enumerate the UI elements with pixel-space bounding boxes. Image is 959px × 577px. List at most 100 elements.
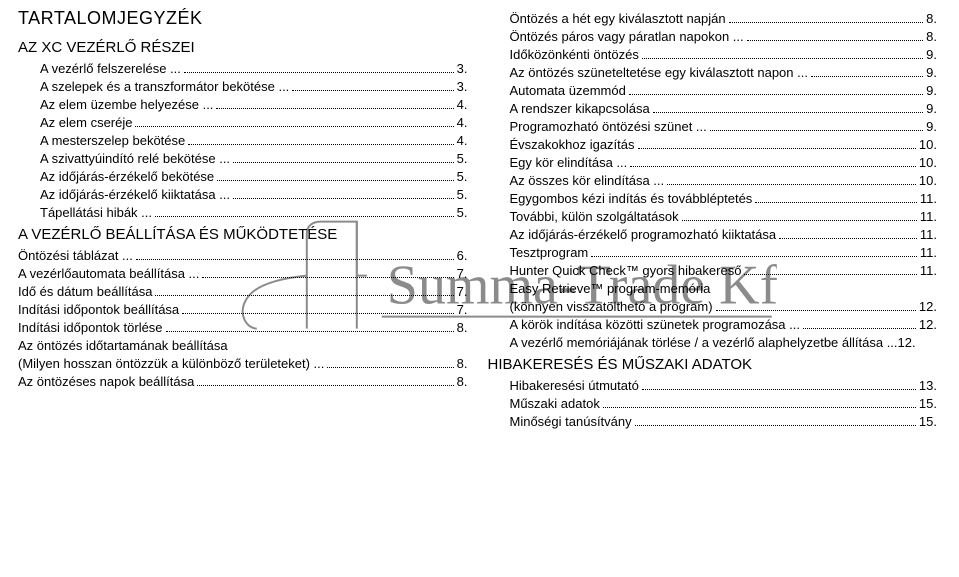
toc-page: 3. xyxy=(457,79,468,94)
toc-page: 5. xyxy=(457,169,468,184)
toc-entry: Az öntözés szüneteltetése egy kiválaszto… xyxy=(510,65,938,80)
toc-entry: Az elem cseréje 4. xyxy=(40,115,468,130)
toc-dots xyxy=(217,180,454,181)
toc-dots xyxy=(638,148,916,149)
toc-label: Az elem cseréje xyxy=(40,115,132,130)
toc-page: 11. xyxy=(920,209,937,224)
toc-label: A szivattyúindító relé bekötése ... xyxy=(40,151,230,166)
toc-label: Egy kör elindítása ... xyxy=(510,155,628,170)
toc-entry: Tesztprogram 11. xyxy=(510,245,938,260)
toc-page: 11. xyxy=(920,245,937,260)
toc-page: 7. xyxy=(457,266,468,281)
toc-page: 6. xyxy=(457,248,468,263)
toc-label: Tápellátási hibák ... xyxy=(40,205,152,220)
section-heading: AZ XC VEZÉRLŐ RÉSZEI xyxy=(18,39,468,56)
toc-entry: Öntözési táblázat ... 6. xyxy=(18,248,468,263)
toc-page: 5. xyxy=(457,205,468,220)
section-heading: A VEZÉRLŐ BEÁLLÍTÁSA ÉS MŰKÖDTETÉSE xyxy=(18,226,468,243)
toc-dots xyxy=(755,202,917,203)
toc-entry: Öntözés páros vagy páratlan napokon ... … xyxy=(510,29,938,44)
toc-page: 4. xyxy=(457,97,468,112)
toc-page: 8. xyxy=(457,374,468,389)
toc-label: Hunter Quick Check™ gyors hibakereső xyxy=(510,263,742,278)
toc-label: Öntözési táblázat ... xyxy=(18,248,133,263)
toc-dots xyxy=(779,238,917,239)
toc-page: 8. xyxy=(926,11,937,26)
toc-page: 12. xyxy=(919,299,937,314)
toc-dots xyxy=(803,328,916,329)
toc-label: Öntözés páros vagy páratlan napokon ... xyxy=(510,29,744,44)
toc-entry: Műszaki adatok 15. xyxy=(510,396,938,411)
toc-entry: A körök indítása közötti szünetek progra… xyxy=(510,317,938,332)
toc-label: (könnyen visszatölthető a program) xyxy=(510,299,713,314)
toc-page: 10. xyxy=(919,137,937,152)
toc-page: 5. xyxy=(457,151,468,166)
toc-page: 10. xyxy=(919,155,937,170)
toc-page: 15. xyxy=(919,414,937,429)
toc-entry: Indítási időpontok törlése 8. xyxy=(18,320,468,335)
toc-dots xyxy=(729,22,924,23)
toc-entry: Az elem üzembe helyezése ... 4. xyxy=(40,97,468,112)
toc-entry: Egygombos kézi indítás és továbbléptetés… xyxy=(510,191,938,206)
toc-label: (Milyen hosszan öntözzük a különböző ter… xyxy=(18,356,324,371)
toc-dots xyxy=(188,144,453,145)
toc-page: 8. xyxy=(457,356,468,371)
toc-entry: (könnyen visszatölthető a program) 12. xyxy=(510,299,938,314)
toc-dots xyxy=(216,108,453,109)
toc-label: Easy Retrieve™ program-memória xyxy=(510,281,938,296)
toc-dots xyxy=(629,94,923,95)
toc-label: A körök indítása közötti szünetek progra… xyxy=(510,317,800,332)
toc-entry: A szivattyúindító relé bekötése ... 5. xyxy=(40,151,468,166)
toc-label: A szelepek és a transzformátor bekötése … xyxy=(40,79,289,94)
right-column: Öntözés a hét egy kiválasztott napján 8.… xyxy=(488,8,938,432)
toc-dots xyxy=(716,310,916,311)
toc-entry: A vezérlő memóriájának törlése / a vezér… xyxy=(510,335,938,350)
toc-entry: Egy kör elindítása ... 10. xyxy=(510,155,938,170)
toc-entry: Indítási időpontok beállítása 7. xyxy=(18,302,468,317)
toc-dots xyxy=(327,367,453,368)
toc-label: A mesterszelep bekötése xyxy=(40,133,185,148)
toc-label: Az összes kör elindítása ... xyxy=(510,173,665,188)
toc-dots xyxy=(135,126,453,127)
toc-page: 15. xyxy=(919,396,937,411)
toc-page: 7. xyxy=(457,284,468,299)
toc-label: Az időjárás-érzékelő programozható kiikt… xyxy=(510,227,777,242)
toc-page: 9. xyxy=(926,83,937,98)
toc-page: 9. xyxy=(926,101,937,116)
toc-dots xyxy=(233,198,454,199)
toc-entry: Öntözés a hét egy kiválasztott napján 8. xyxy=(510,11,938,26)
toc-label: Időközönkénti öntözés xyxy=(510,47,639,62)
toc-label: Idő és dátum beállítása xyxy=(18,284,152,299)
toc-entry: Az időjárás-érzékelő bekötése 5. xyxy=(40,169,468,184)
toc-entry: Az időjárás-érzékelő kiiktatása ... 5. xyxy=(40,187,468,202)
toc-dots xyxy=(630,166,916,167)
toc-entry: Évszakokhoz igazítás 10. xyxy=(510,137,938,152)
toc-dots xyxy=(667,184,916,185)
toc-entry: Az öntözéses napok beállítása 8. xyxy=(18,374,468,389)
toc-dots xyxy=(184,72,454,73)
toc-page: 3. xyxy=(457,61,468,76)
toc-label: Az öntözéses napok beállítása xyxy=(18,374,194,389)
toc-entry: Az időjárás-érzékelő programozható kiikt… xyxy=(510,227,938,242)
toc-entry: Hibakeresési útmutató 13. xyxy=(510,378,938,393)
toc-page: 13. xyxy=(919,378,937,393)
toc-page: 7. xyxy=(457,302,468,317)
toc-entry: Időközönkénti öntözés 9. xyxy=(510,47,938,62)
toc-label: Az öntözés szüneteltetése egy kiválaszto… xyxy=(510,65,808,80)
toc-dots xyxy=(811,76,923,77)
toc-page: 10. xyxy=(919,173,937,188)
toc-label: További, külön szolgáltatások xyxy=(510,209,679,224)
toc-dots xyxy=(197,385,453,386)
toc-label: Műszaki adatok xyxy=(510,396,600,411)
toc-dots xyxy=(166,331,454,332)
toc-entry: A szelepek és a transzformátor bekötése … xyxy=(40,79,468,94)
toc-label: Egygombos kézi indítás és továbbléptetés xyxy=(510,191,753,206)
toc-label: Tesztprogram xyxy=(510,245,589,260)
toc-entry: Hunter Quick Check™ gyors hibakereső 11. xyxy=(510,263,938,278)
toc-page: 9. xyxy=(926,119,937,134)
toc-page: 5. xyxy=(457,187,468,202)
toc-dots xyxy=(155,295,453,296)
toc-label: Az elem üzembe helyezése ... xyxy=(40,97,213,112)
toc-dots xyxy=(682,220,917,221)
toc-dots xyxy=(642,389,916,390)
